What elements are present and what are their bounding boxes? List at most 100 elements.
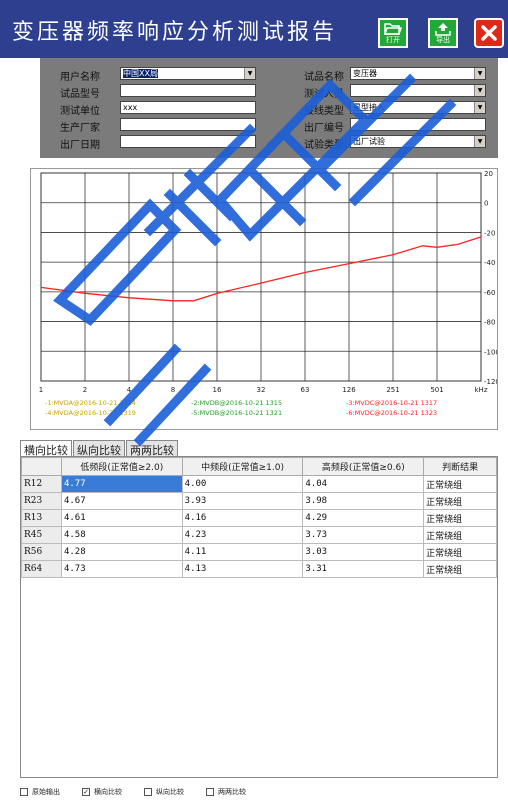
table-row[interactable]: R45 4.58 4.23 3.73 正常绕组 — [21, 526, 497, 544]
y-tick-label: -20 — [484, 229, 495, 237]
comparison-table-panel: 低频段(正常值≥2.0) 中频段(正常值≥1.0) 高频段(正常值≥0.6) 判… — [20, 456, 498, 778]
result-value[interactable]: 正常绕组 — [423, 475, 497, 493]
mid-band-value[interactable]: 4.00 — [181, 475, 304, 493]
chart-canvas: 1 2 4 8 16 32 63 126 251 501 kHz 20 0 -20 -40 -60 -80 -10… — [39, 170, 497, 417]
wiring-type-select[interactable]: 星型接入 ▼ — [350, 101, 486, 114]
manufacturer-label: 生产厂家 — [60, 123, 100, 134]
mid-band-value[interactable]: 4.16 — [181, 509, 304, 527]
table-row[interactable]: R23 4.67 3.93 3.98 正常绕组 — [21, 492, 497, 510]
low-band-value[interactable]: 4.58 — [60, 526, 183, 544]
production-date-field[interactable] — [120, 135, 256, 148]
column-header-mid: 中频段(正常值≥1.0) — [181, 457, 304, 476]
mid-band-value[interactable]: 4.11 — [181, 543, 304, 561]
test-unit-label: 测试单位 — [60, 106, 100, 117]
result-value[interactable]: 正常绕组 — [423, 543, 497, 561]
high-band-value[interactable]: 3.98 — [302, 492, 425, 510]
dropdown-arrow-icon: ▼ — [244, 68, 255, 79]
high-band-value[interactable]: 3.03 — [302, 543, 425, 561]
export-button[interactable]: 导出 — [428, 18, 458, 48]
open-button[interactable]: 打开 — [378, 18, 408, 48]
checkmark-icon: ✓ — [82, 788, 90, 796]
y-tick-label: -40 — [484, 259, 495, 267]
tester-label: 测试人员 — [304, 89, 344, 100]
dropdown-arrow-icon: ▼ — [474, 68, 485, 79]
tester-select[interactable]: ▼ — [350, 84, 486, 97]
specimen-name-label: 试品名称 — [304, 72, 344, 83]
export-label: 导出 — [436, 36, 450, 44]
row-id: R13 — [21, 509, 62, 527]
checkbox-icon — [20, 788, 28, 796]
checkbox-label: 纵向比较 — [156, 788, 184, 796]
legend-entry: -3:MVDC@2016-10-21 1317 — [346, 399, 437, 407]
result-value[interactable]: 正常绕组 — [423, 526, 497, 544]
low-band-value[interactable]: 4.67 — [60, 492, 183, 510]
close-icon — [481, 25, 497, 41]
high-band-value[interactable]: 3.31 — [302, 560, 425, 578]
x-tick-label: 32 — [257, 386, 266, 394]
serial-number-label: 出厂编号 — [304, 123, 344, 134]
dropdown-arrow-icon: ▼ — [474, 102, 485, 113]
tab-vertical-compare[interactable]: 纵向比较 — [73, 440, 125, 457]
wiring-type-label: 接线类型 — [304, 106, 344, 117]
table-row[interactable]: R12 4.77 4.00 4.04 正常绕组 — [21, 475, 497, 493]
open-label: 打开 — [386, 36, 400, 44]
checkbox-label: 横向比较 — [94, 788, 122, 796]
folder-open-icon — [384, 23, 402, 35]
result-value[interactable]: 正常绕组 — [423, 492, 497, 510]
row-id: R23 — [21, 492, 62, 510]
result-value[interactable]: 正常绕组 — [423, 560, 497, 578]
frequency-response-chart: 1 2 4 8 16 32 63 126 251 501 kHz 20 0 -20 -40 -60 -80 -10… — [30, 168, 498, 430]
test-info-panel: 用户名称 中国XX局 ▼ 试品型号 测试单位 xxx 生产厂家 出厂日期 试品名称… — [40, 58, 498, 158]
tab-horizontal-compare[interactable]: 横向比较 — [20, 440, 72, 457]
test-unit-field[interactable]: xxx — [120, 101, 256, 114]
column-header-high: 高频段(正常值≥0.6) — [302, 457, 425, 476]
serial-number-field[interactable] — [350, 118, 486, 131]
comparison-tabs: 横向比较 纵向比较 两两比较 — [20, 440, 179, 457]
y-tick-label: -80 — [484, 319, 495, 327]
mid-band-value[interactable]: 3.93 — [181, 492, 304, 510]
vertical-compare-checkbox[interactable]: 纵向比较 — [144, 786, 184, 798]
low-band-value[interactable]: 4.28 — [60, 543, 183, 561]
high-band-value[interactable]: 4.04 — [302, 475, 425, 493]
horizontal-compare-checkbox[interactable]: ✓ 横向比较 — [82, 786, 122, 798]
mid-band-value[interactable]: 4.23 — [181, 526, 304, 544]
legend-entry: -6:MVDC@2016-10-21 1323 — [346, 409, 437, 417]
pairwise-compare-checkbox[interactable]: 两两比较 — [206, 786, 246, 798]
legend-entry: -1:MVDA@2016-10-21 1314 — [45, 399, 136, 407]
production-date-label: 出厂日期 — [60, 140, 100, 151]
dropdown-arrow-icon: ▼ — [474, 136, 485, 147]
window-title: 变压器频率响应分析测试报告 — [12, 20, 338, 45]
low-band-value[interactable]: 4.77 — [60, 475, 183, 493]
row-id: R64 — [21, 560, 62, 578]
specimen-name-select[interactable]: 变压器 ▼ — [350, 67, 486, 80]
low-band-value[interactable]: 4.73 — [60, 560, 183, 578]
y-tick-label: -60 — [484, 289, 495, 297]
output-options: 原始输出 ✓ 横向比较 纵向比较 两两比较 — [20, 786, 268, 798]
x-tick-label: 16 — [213, 386, 222, 394]
result-value[interactable]: 正常绕组 — [423, 509, 497, 527]
high-band-value[interactable]: 4.29 — [302, 509, 425, 527]
table-row[interactable]: R56 4.28 4.11 3.03 正常绕组 — [21, 543, 497, 561]
test-type-select[interactable]: 出厂试验 ▼ — [350, 135, 486, 148]
manufacturer-field[interactable] — [120, 118, 256, 131]
legend-entry: -2:MVDB@2016-10-21 1315 — [191, 399, 282, 407]
close-button[interactable] — [474, 18, 504, 48]
legend-entry: -4:MVDA@2016-10-21 1319 — [45, 409, 136, 417]
checkbox-label: 两两比较 — [218, 788, 246, 796]
x-tick-label: 4 — [127, 386, 132, 394]
test-type-label: 试验类型 — [304, 140, 344, 151]
mid-band-value[interactable]: 4.13 — [181, 560, 304, 578]
table-row[interactable]: R13 4.61 4.16 4.29 正常绕组 — [21, 509, 497, 527]
y-tick-label: 20 — [484, 170, 493, 178]
model-field[interactable] — [120, 84, 256, 97]
high-band-value[interactable]: 3.73 — [302, 526, 425, 544]
column-header-low: 低频段(正常值≥2.0) — [60, 457, 183, 476]
user-name-select[interactable]: 中国XX局 ▼ — [120, 67, 256, 80]
low-band-value[interactable]: 4.61 — [60, 509, 183, 527]
x-tick-label: 126 — [342, 386, 356, 394]
x-tick-label: 8 — [171, 386, 175, 394]
raw-output-checkbox[interactable]: 原始输出 — [20, 786, 60, 798]
tab-pairwise-compare[interactable]: 两两比较 — [126, 440, 178, 457]
x-tick-label: kHz — [475, 386, 488, 394]
table-row[interactable]: R64 4.73 4.13 3.31 正常绕组 — [21, 560, 497, 578]
